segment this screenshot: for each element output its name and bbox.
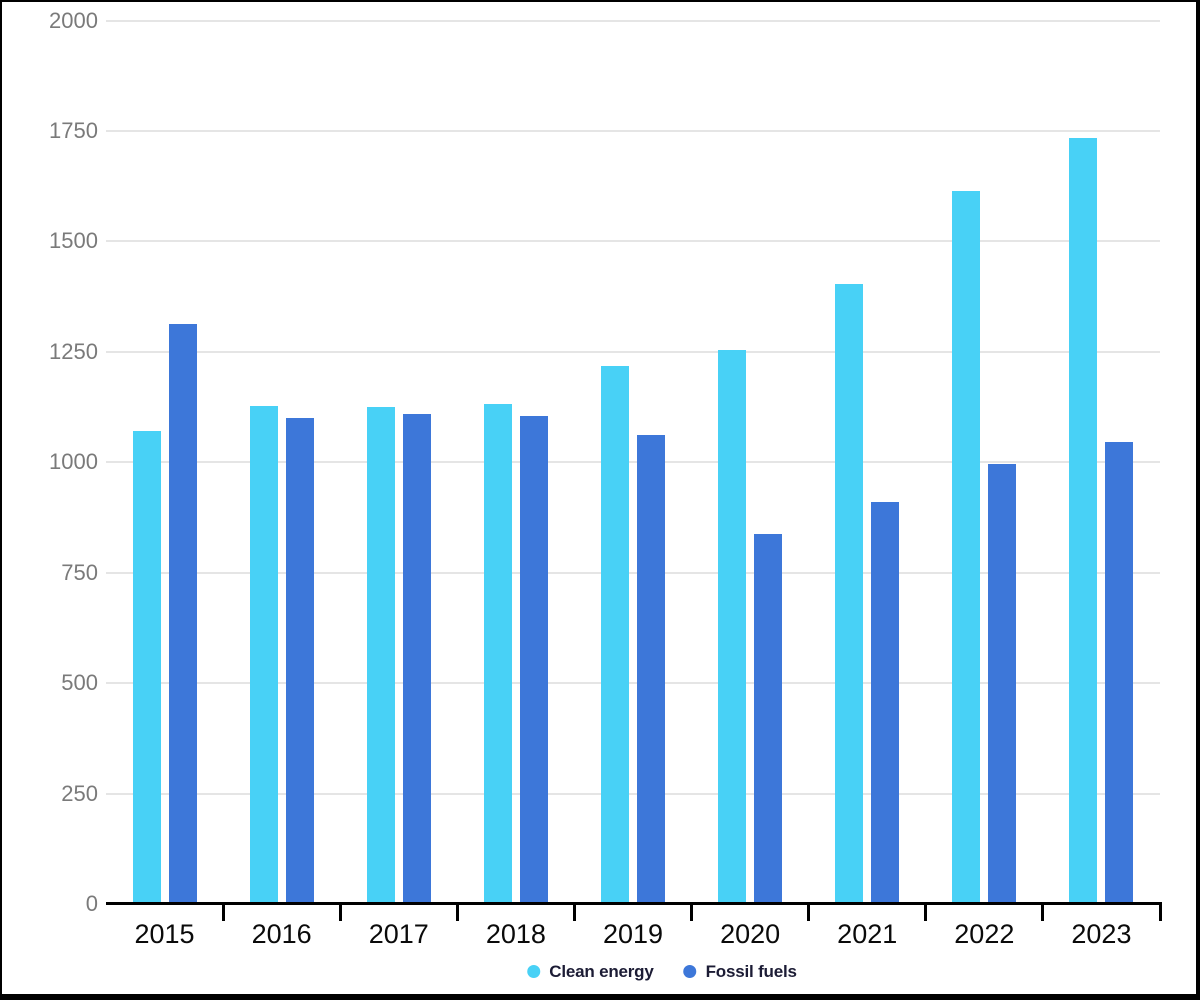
legend-dot-icon [527, 965, 541, 978]
bar-clean-energy-2016[interactable] [249, 405, 278, 904]
y-axis-label: 1500 [49, 228, 98, 254]
bar-clean-energy-2018[interactable] [483, 403, 512, 904]
y-axis-label: 0 [85, 890, 98, 916]
x-axis-tick [1158, 902, 1162, 921]
x-axis-tick [455, 902, 459, 921]
x-axis-label: 2021 [837, 919, 898, 949]
bar-fossil-fuels-2022[interactable] [988, 464, 1017, 904]
bar-fossil-fuels-2021[interactable] [871, 502, 900, 904]
bar-fossil-fuels-2016[interactable] [285, 417, 314, 904]
x-axis-tick [924, 902, 928, 921]
x-axis-label: 2022 [954, 919, 1015, 949]
bar-fossil-fuels-2018[interactable] [519, 416, 548, 904]
legend: Clean energy Fossil fuels [527, 963, 797, 980]
bar-fossil-fuels-2020[interactable] [754, 533, 783, 904]
x-axis-tick [572, 902, 576, 921]
bar-fossil-fuels-2023[interactable] [1105, 442, 1134, 904]
legend-item-clean-energy[interactable]: Clean energy [527, 962, 654, 981]
y-axis-label: 1000 [49, 449, 98, 475]
x-axis-line [106, 902, 1160, 905]
x-axis-tick [690, 902, 694, 921]
x-axis-label: 2023 [1071, 919, 1132, 949]
y-axis-label: 1250 [49, 338, 98, 364]
x-axis-tick [338, 902, 342, 921]
legend-label: Clean energy [549, 962, 654, 981]
bar-clean-energy-2023[interactable] [1069, 137, 1098, 904]
x-axis-label: 2015 [134, 919, 195, 949]
x-axis-tick [1041, 902, 1045, 921]
y-axis-label: 1750 [49, 117, 98, 143]
x-axis-label: 2019 [602, 919, 664, 949]
bar-clean-energy-2019[interactable] [601, 365, 629, 904]
y-axis-label: 2000 [49, 7, 98, 33]
legend-item-fossil-fuels[interactable]: Fossil fuels [683, 962, 797, 981]
bar-fossil-fuels-2019[interactable] [637, 434, 665, 904]
bar-fossil-fuels-2015[interactable] [168, 323, 197, 904]
gridline [106, 461, 1160, 464]
gridline [106, 792, 1160, 795]
gridline [106, 19, 1160, 22]
bar-clean-energy-2015[interactable] [132, 431, 161, 904]
gridline [106, 682, 1160, 685]
x-axis-tick [221, 902, 225, 921]
x-axis-tick [807, 902, 811, 921]
y-axis-label: 250 [61, 780, 98, 806]
gridline [106, 129, 1160, 132]
gridline [106, 350, 1160, 353]
y-axis-label: 500 [61, 670, 98, 696]
y-axis-label: 750 [61, 559, 98, 585]
legend-dot-icon [683, 965, 697, 978]
bar-clean-energy-2017[interactable] [366, 407, 395, 904]
x-axis-label: 2017 [368, 919, 429, 949]
x-axis-label: 2018 [485, 919, 546, 949]
bar-fossil-fuels-2017[interactable] [402, 414, 431, 904]
gridline [106, 240, 1160, 243]
bar-clean-energy-2020[interactable] [718, 349, 747, 904]
gridline [106, 571, 1160, 574]
x-axis-label: 2020 [720, 919, 781, 949]
x-axis-label: 2016 [251, 919, 312, 949]
bar-clean-energy-2021[interactable] [835, 284, 864, 904]
bar-clean-energy-2022[interactable] [952, 190, 981, 904]
legend-label: Fossil fuels [705, 962, 797, 981]
